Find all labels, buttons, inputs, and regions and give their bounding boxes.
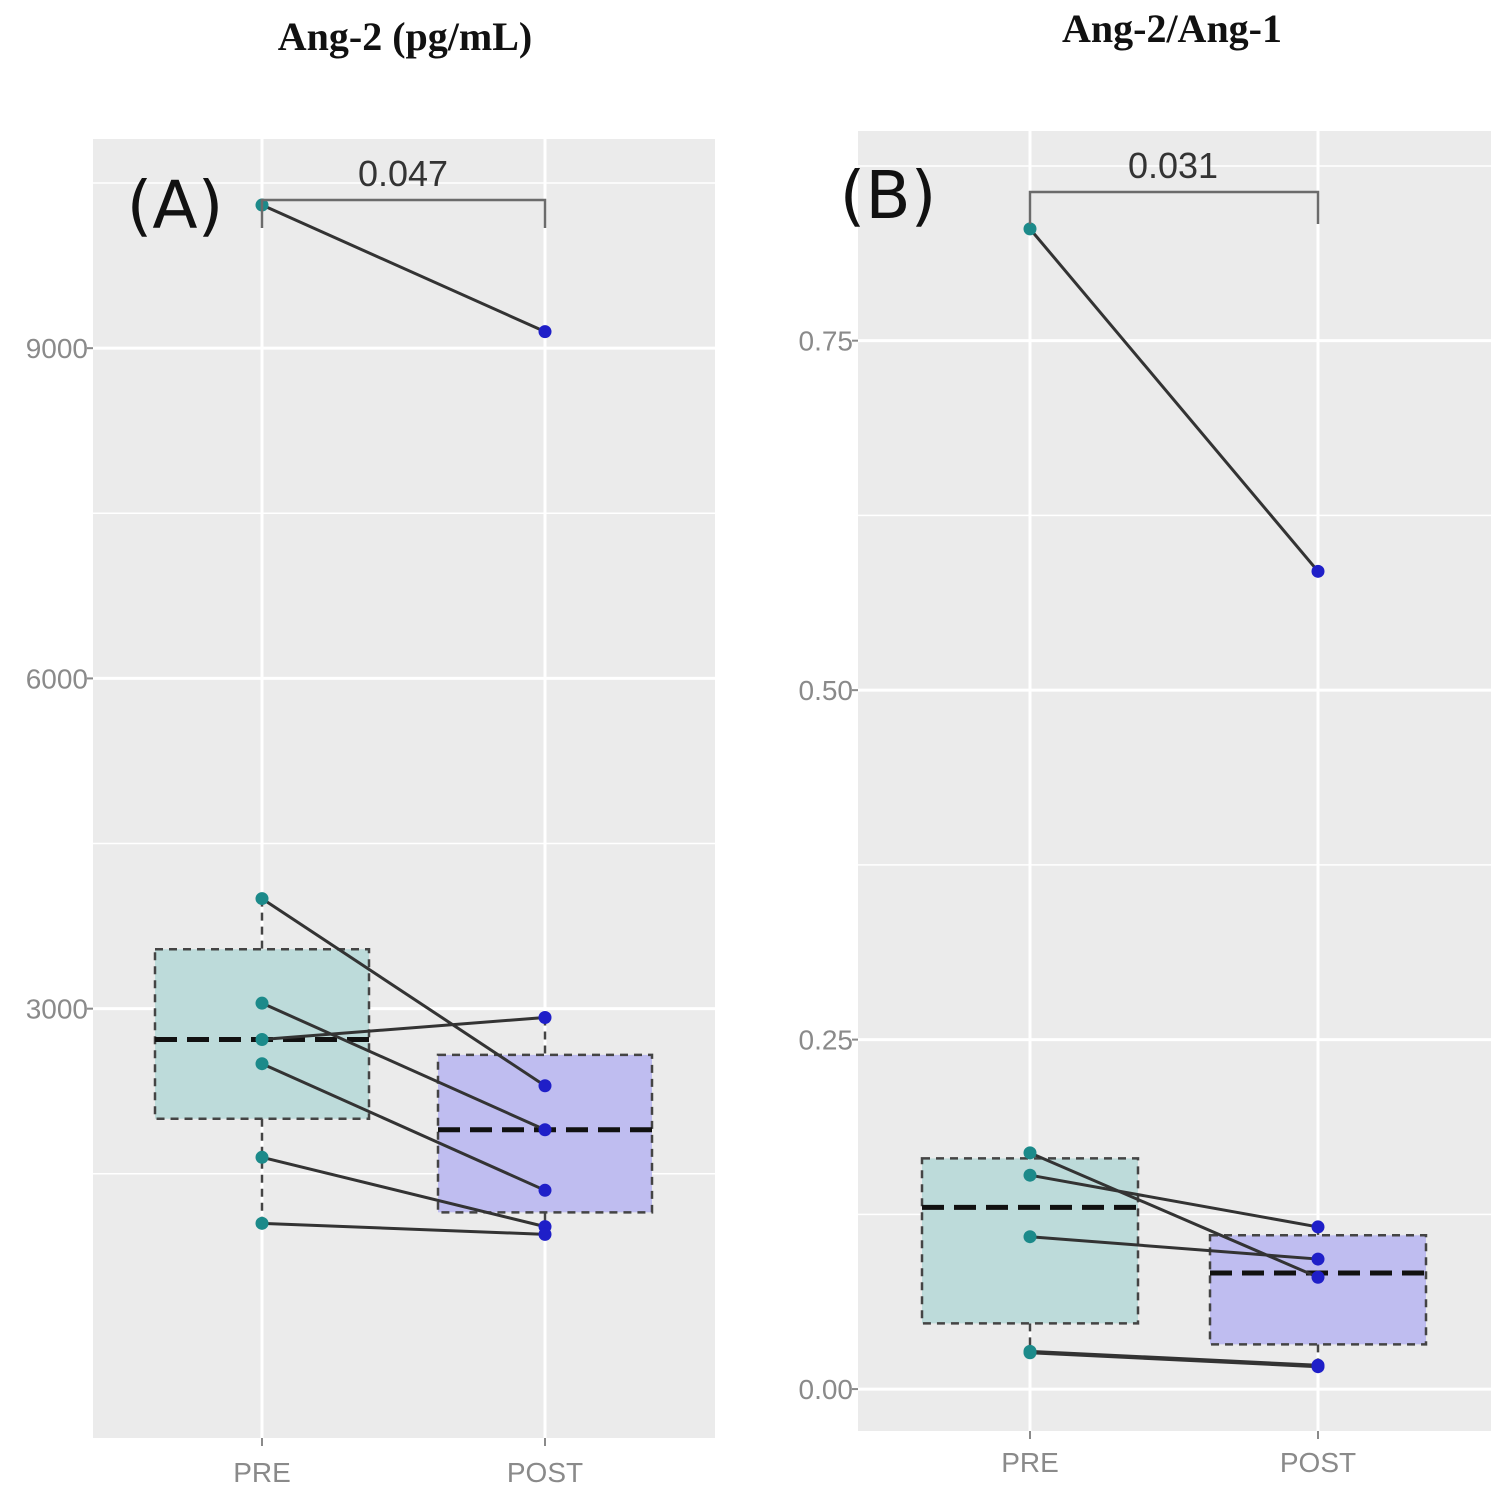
- point-post: [538, 325, 552, 339]
- panel-a-plot-area: [93, 139, 715, 1438]
- point-pre: [255, 1216, 269, 1230]
- point-post: [1311, 1252, 1325, 1266]
- point-pre: [255, 996, 269, 1010]
- point-pre: [1023, 222, 1037, 236]
- y-tick-label: 0.25: [799, 1025, 854, 1056]
- pair-line: [261, 1155, 546, 1229]
- point-pre: [255, 1032, 269, 1046]
- point-pre: [1023, 1168, 1037, 1182]
- pair-line: [261, 1062, 546, 1192]
- panel-b-label: (B): [840, 157, 937, 234]
- panel-b-significance-bracket: [1028, 190, 1320, 224]
- y-tick-label: 0.50: [799, 675, 854, 706]
- panel-a-points: [255, 198, 552, 1241]
- panel-a-label: (A): [127, 167, 224, 244]
- panel-b-y-axis: 0.00 0.25 0.50 0.75: [799, 326, 858, 1405]
- x-tick-label-post: POST: [1280, 1447, 1356, 1478]
- pair-line: [1029, 1351, 1319, 1369]
- point-post: [1311, 564, 1325, 578]
- box-post: [1208, 1234, 1428, 1346]
- pair-line: [1029, 1173, 1319, 1229]
- point-post: [538, 1227, 552, 1241]
- panel-a-y-axis: 3000 6000 9000: [26, 333, 93, 1025]
- point-post: [538, 1010, 552, 1024]
- panel-a: Ang-2 (pg/mL) 3000 6000 9000 0.047 (A) PRE…: [26, 14, 715, 1488]
- point-post: [538, 1183, 552, 1197]
- panel-b-points: [1023, 222, 1325, 1374]
- y-tick-label: 3000: [26, 994, 88, 1025]
- point-pre: [255, 1150, 269, 1164]
- y-tick-label: 6000: [26, 663, 88, 694]
- x-tick-label-post: POST: [507, 1457, 583, 1488]
- point-pre: [1023, 1146, 1037, 1160]
- pair-line: [261, 1015, 546, 1041]
- pair-line: [261, 203, 546, 334]
- pair-line: [261, 1001, 546, 1132]
- point-post: [538, 1079, 552, 1093]
- panel-b-pair-lines: [1028, 227, 1320, 1369]
- panel-b-pvalue: 0.031: [1128, 145, 1218, 186]
- panel-a-significance-bracket: [260, 198, 547, 228]
- panel-b: Ang-2/Ang-1 0.00 0.25 0.50 0.75 0.031 (B) P…: [799, 6, 1491, 1478]
- panel-b-x-axis: PRE POST: [1001, 1431, 1356, 1478]
- panel-a-x-axis: PRE POST: [233, 1438, 583, 1488]
- panel-a-pair-lines: [261, 203, 546, 1236]
- pair-line: [261, 1221, 546, 1236]
- x-tick-label-pre: PRE: [1001, 1447, 1059, 1478]
- point-post: [1311, 1220, 1325, 1234]
- point-post: [538, 1123, 552, 1137]
- x-tick-label-pre: PRE: [233, 1457, 291, 1488]
- pair-line: [261, 897, 546, 1087]
- panel-a-pvalue: 0.047: [358, 153, 448, 194]
- panel-b-title: Ang-2/Ang-1: [1062, 6, 1282, 51]
- y-tick-label: 9000: [26, 333, 88, 364]
- point-pre: [255, 1057, 269, 1071]
- point-pre: [1023, 1230, 1037, 1244]
- pair-line: [1028, 227, 1320, 573]
- pair-line: [1029, 1235, 1319, 1261]
- point-post: [1311, 1360, 1325, 1374]
- panel-a-title: Ang-2 (pg/mL): [278, 14, 532, 59]
- point-pre: [255, 892, 269, 906]
- point-pre: [1023, 1346, 1037, 1360]
- point-post: [1311, 1270, 1325, 1284]
- y-tick-label: 0.00: [799, 1374, 854, 1405]
- y-tick-label: 0.75: [799, 326, 854, 357]
